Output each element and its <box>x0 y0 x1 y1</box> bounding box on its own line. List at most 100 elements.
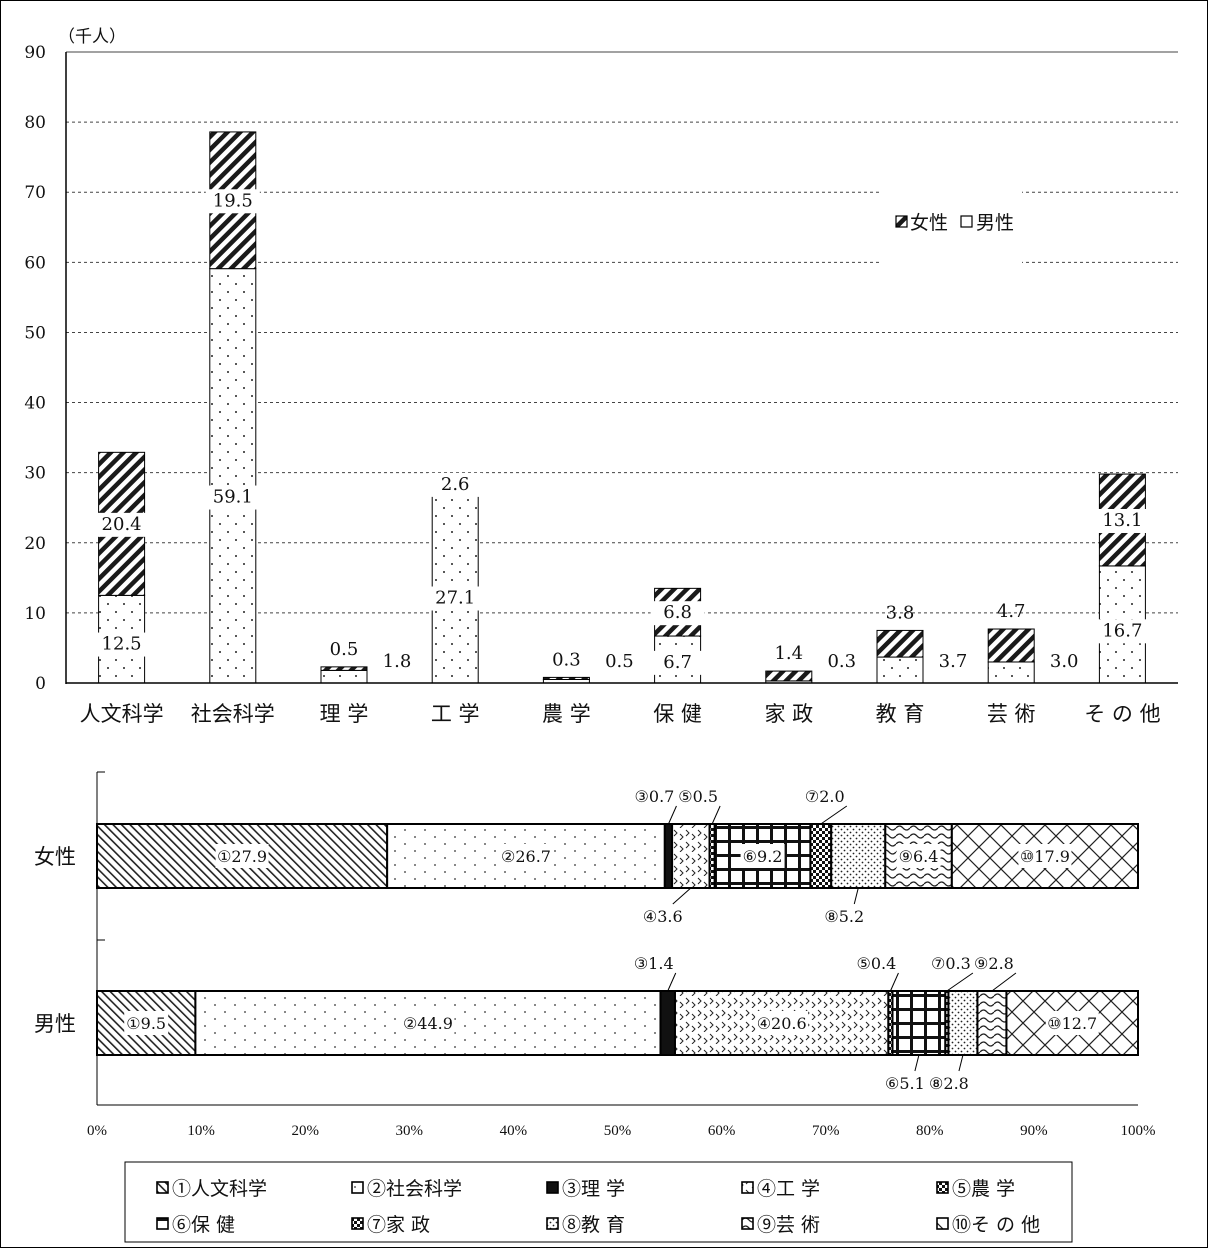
bar-female <box>765 670 813 682</box>
legend-swatch <box>936 1217 949 1230</box>
segment-label: ⑥9.2 <box>743 847 783 866</box>
legend-swatch <box>351 1181 364 1194</box>
category-label: 理 学 <box>320 702 369 726</box>
segment-label: ①27.9 <box>217 847 267 866</box>
callout-leader <box>991 972 1017 992</box>
callout-leader <box>958 1054 964 1072</box>
value-label-male: 3.0 <box>1050 651 1079 672</box>
segment-callout-label: ④3.6 <box>643 907 683 926</box>
segment <box>830 823 887 889</box>
value-label-male: 0.3 <box>827 651 856 672</box>
category-label: 工 学 <box>431 702 480 726</box>
segment-label-bg <box>215 844 269 868</box>
segment-label-bg <box>499 844 553 868</box>
segment-label: ⑨6.4 <box>899 847 939 866</box>
segment-label: ①9.5 <box>126 1014 166 1033</box>
segment-label-bg <box>896 844 941 868</box>
value-label-female: 4.7 <box>997 601 1026 622</box>
value-label-female-bg <box>650 601 705 626</box>
value-label-female: 3.8 <box>886 602 915 623</box>
value-label-female: 2.6 <box>441 474 470 495</box>
bar-female <box>876 629 924 658</box>
bar-female <box>542 676 590 680</box>
value-label-male: 3.7 <box>939 651 968 672</box>
value-label-male-bg <box>428 586 483 611</box>
value-label-female: 13.1 <box>1102 510 1142 531</box>
value-label-male: 27.1 <box>435 587 475 608</box>
callout-leader <box>889 972 899 992</box>
legend-item-male: 男性 <box>960 212 1014 234</box>
legend-swatch <box>741 1217 754 1230</box>
legend-entry-label: ①人文科学 <box>172 1178 267 1200</box>
segment-callout-label: ⑧2.8 <box>929 1074 969 1093</box>
value-label-female: 6.8 <box>663 602 692 623</box>
legend-swatch <box>546 1217 559 1230</box>
segment-label-bg <box>124 1011 169 1035</box>
legend-entry-label: ⑥保 健 <box>172 1214 235 1236</box>
x-tick-label: 90% <box>1020 1123 1048 1139</box>
segment-callout-label: ⑧5.2 <box>824 907 864 926</box>
bar-male <box>209 268 257 684</box>
segment-callout-label: ③0.7 <box>635 787 675 806</box>
y-tick-label: 80 <box>24 113 46 133</box>
y-tick-label: 30 <box>24 464 46 484</box>
segment-label-bg <box>401 1011 455 1035</box>
legend-swatch <box>351 1217 364 1230</box>
category-label: そ の 他 <box>1084 702 1160 726</box>
value-label-female-bg <box>94 512 149 537</box>
x-tick-label: 40% <box>500 1123 528 1139</box>
category-label: 教 育 <box>876 702 925 726</box>
legend-entry-label: ⑦家 政 <box>367 1214 430 1236</box>
stacked-bar-chart: 0 10 20 30 40 50 60 70 80 90 （千人） 12.5 20.4 59.1 19.… <box>24 27 1178 726</box>
x-tick-label: 100% <box>1121 1123 1156 1139</box>
value-label-male: 0.5 <box>605 651 634 672</box>
bar-female <box>320 666 368 671</box>
value-label-female: 0.5 <box>330 639 359 660</box>
callout-leader <box>946 972 974 992</box>
category-label: 家 政 <box>764 702 813 726</box>
bar-male <box>876 656 924 684</box>
callout-leader <box>711 805 721 825</box>
bar-male <box>320 669 368 684</box>
category-labels: 人文科学 社会科学 理 学 工 学 農 学 保 健 家 政 教 育 芸 術 そ の 他 <box>80 702 1161 726</box>
segment <box>663 823 674 889</box>
row-label: 男性 <box>34 1012 76 1036</box>
x-tick-label: 10% <box>187 1123 215 1139</box>
value-label-male-bg <box>205 485 260 510</box>
percent-bar-chart: 女性 ①27.9 ②26.7 ③0.7 ④3.6 ⑤0.5 ⑥9.2 ⑦2.0 ⑧5.2 ⑨6.4… <box>34 771 1156 1243</box>
legend-swatch-female <box>895 215 908 228</box>
legend-entry-label: ⑧教 育 <box>562 1214 625 1236</box>
legend-entry-label: ⑨芸 術 <box>757 1214 820 1236</box>
category-label: 芸 術 <box>987 702 1036 726</box>
segment-label-bg <box>740 844 785 868</box>
x-tick-label: 20% <box>291 1123 319 1139</box>
x-tick-label: 50% <box>604 1123 632 1139</box>
segment-label-bg <box>755 1011 809 1035</box>
value-label-male: 1.8 <box>383 651 412 672</box>
segment-label: ②44.9 <box>403 1014 453 1033</box>
legend-swatch <box>741 1181 754 1194</box>
legend-entry-label: ②社会科学 <box>367 1178 462 1200</box>
callout-leader <box>667 972 677 992</box>
value-label-male-bg <box>650 650 705 675</box>
segment-callout-label: ③1.4 <box>634 954 674 973</box>
x-tick-label: 70% <box>812 1123 840 1139</box>
segment-label: ④20.6 <box>757 1014 807 1033</box>
y-axis-ticks: 0 10 20 30 40 50 60 70 80 90 <box>24 43 46 694</box>
legend-swatch <box>546 1181 559 1194</box>
x-tick-label: 80% <box>916 1123 944 1139</box>
segment <box>671 823 711 889</box>
segment-callout-label: ⑦2.0 <box>805 787 845 806</box>
legend-entry-label: ⑩そ の 他 <box>952 1214 1040 1236</box>
value-label-female-bg <box>205 189 260 214</box>
value-label-female-bg <box>428 472 483 497</box>
segment-label: ②26.7 <box>501 847 551 866</box>
rows: 女性 ①27.9 ②26.7 ③0.7 ④3.6 ⑤0.5 ⑥9.2 ⑦2.0 ⑧5.2 ⑨6.4… <box>34 787 1140 1093</box>
segment <box>976 990 1008 1056</box>
x-tick-label: 0% <box>87 1123 107 1139</box>
y-unit-label: （千人） <box>58 27 126 47</box>
legend-entry-label: ⑤農 学 <box>952 1178 1015 1200</box>
y-tick-label: 50 <box>24 323 46 343</box>
